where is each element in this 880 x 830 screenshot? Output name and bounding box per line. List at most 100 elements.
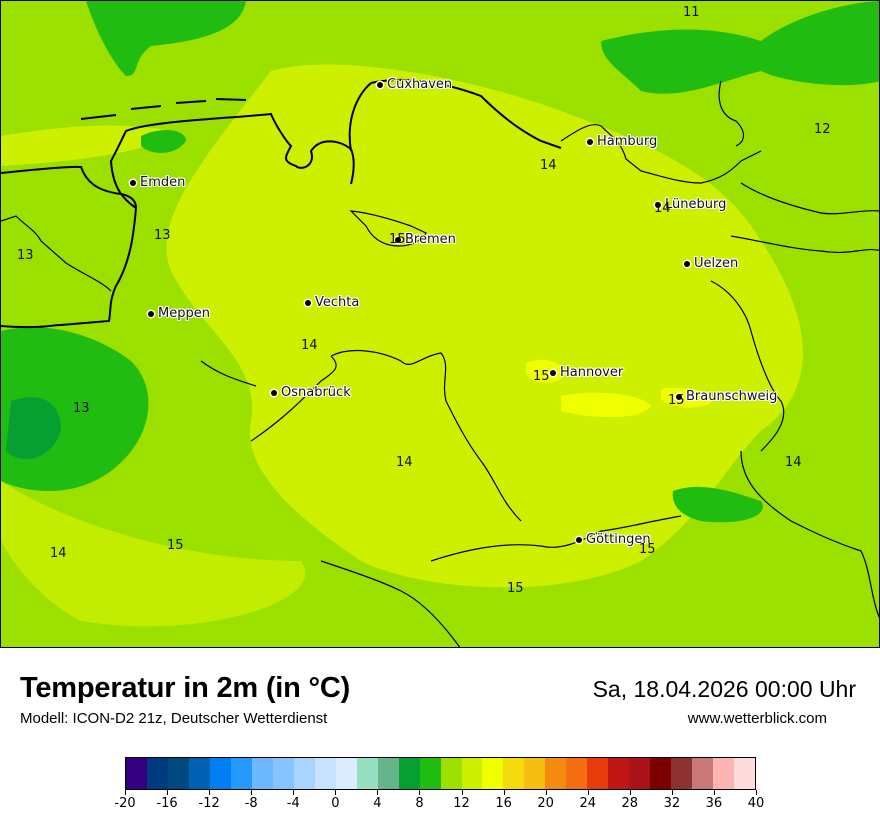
- legend-swatch: [608, 758, 630, 789]
- city-marker: Lüneburg: [655, 197, 726, 212]
- legend-swatch: [545, 758, 567, 789]
- city-marker: Cuxhaven: [377, 77, 452, 92]
- city-name: Braunschweig: [686, 389, 778, 404]
- website-link[interactable]: www.wetterblick.com: [687, 710, 827, 727]
- legend-tick-mark: [671, 790, 673, 795]
- legend-tick-label: -8: [244, 796, 258, 811]
- city-marker: Meppen: [148, 306, 210, 321]
- legend-swatch: [524, 758, 546, 789]
- legend-swatch: [419, 758, 441, 789]
- temperature-map: Cuxhaven Hamburg Emden Lüneburg Bremen Uelzen…: [0, 0, 880, 648]
- temperature-value: 13: [154, 228, 171, 243]
- legend-tick-label: -4: [286, 796, 300, 811]
- legend-swatch: [356, 758, 378, 789]
- model-source: Modell: ICON-D2 21z, Deutscher Wetterdie…: [20, 710, 328, 727]
- temperature-value: 14: [301, 338, 318, 353]
- city-name: Lüneburg: [665, 197, 727, 212]
- city-name: Vechta: [315, 295, 360, 310]
- temperature-value: 15: [389, 232, 406, 247]
- city-name: Hamburg: [597, 134, 658, 149]
- legend-tick-label: 36: [705, 796, 723, 811]
- city-name: Göttingen: [586, 532, 651, 547]
- legend-swatch: [566, 758, 588, 789]
- legend-swatch: [293, 758, 315, 789]
- city-name: Osnabrück: [281, 385, 351, 400]
- city-dot-icon: [676, 393, 682, 400]
- legend-swatch: [272, 758, 294, 789]
- legend-tick-label: 28: [621, 796, 639, 811]
- legend-tick-mark: [335, 790, 337, 795]
- legend-tick-mark: [461, 790, 463, 795]
- chart-title: Temperatur in 2m (in °C): [20, 672, 351, 704]
- legend-tick-mark: [377, 790, 379, 795]
- city-dot-icon: [550, 369, 556, 376]
- legend-tick-label: 16: [495, 796, 512, 811]
- legend-tick-mark: [713, 790, 715, 795]
- legend-tick-label: -16: [156, 796, 178, 811]
- city-dot-icon: [395, 236, 401, 243]
- legend-swatch: [126, 758, 147, 789]
- city-name: Cuxhaven: [387, 77, 453, 92]
- legend-tick-label: -20: [114, 796, 136, 811]
- legend-swatch: [230, 758, 252, 789]
- city-marker: Hannover: [550, 365, 623, 380]
- city-dot-icon: [587, 138, 593, 145]
- city-marker: Osnabrück: [271, 385, 351, 400]
- legend-tick-mark: [587, 790, 589, 795]
- legend-tick-mark: [503, 790, 505, 795]
- legend-tick-mark: [545, 790, 547, 795]
- legend-tick-label: 20: [537, 796, 554, 811]
- city-name: Uelzen: [694, 256, 739, 271]
- legend-swatch: [650, 758, 672, 789]
- temperature-value: 12: [814, 122, 831, 137]
- legend-swatch: [692, 758, 714, 789]
- temperature-value: 14: [540, 158, 557, 173]
- legend-swatch: [482, 758, 504, 789]
- city-dot-icon: [684, 260, 690, 267]
- city-marker: Vechta: [305, 295, 359, 310]
- city-dot-icon: [148, 310, 154, 317]
- legend-tick-label: 8: [415, 796, 424, 811]
- legend-tick-label: 40: [747, 796, 765, 811]
- legend-tick-label: 24: [579, 796, 596, 811]
- forecast-datetime: Sa, 18.04.2026 00:00 Uhr: [592, 676, 856, 702]
- color-legend-ticks: -20 -16 -12 -8 -4 0 4 8 12 16 20 24 28 32 36 40: [114, 790, 764, 820]
- legend-tick-label: 4: [373, 796, 382, 811]
- legend-swatch: [503, 758, 525, 789]
- legend-swatch: [188, 758, 210, 789]
- temperature-value: 15: [639, 542, 656, 557]
- temperature-value: 14: [50, 546, 67, 561]
- legend-tick-label: 12: [453, 796, 470, 811]
- city-marker: Bremen: [395, 232, 456, 247]
- temperature-value: 11: [683, 5, 700, 20]
- city-name: Meppen: [158, 306, 210, 321]
- legend-swatch: [671, 758, 693, 789]
- legend-swatch: [251, 758, 273, 789]
- legend-swatch: [587, 758, 609, 789]
- temperature-value: 15: [668, 393, 685, 408]
- temperature-value: 14: [654, 201, 671, 216]
- map-field-and-borders: [1, 1, 879, 647]
- city-dot-icon: [576, 536, 582, 543]
- temperature-value: 13: [73, 401, 90, 416]
- city-marker: Uelzen: [684, 256, 738, 271]
- legend-tick-label: 32: [663, 796, 681, 811]
- legend-tick-mark: [125, 790, 126, 795]
- city-dot-icon: [377, 81, 383, 88]
- city-dot-icon: [655, 201, 661, 208]
- legend-swatch: [734, 758, 756, 789]
- legend-tick-mark: [251, 790, 253, 795]
- temperature-value: 14: [785, 455, 802, 470]
- city-name: Emden: [140, 175, 186, 190]
- legend-tick-label: -12: [198, 796, 220, 811]
- legend-swatch: [440, 758, 462, 789]
- legend-swatch: [314, 758, 336, 789]
- legend-swatch: [377, 758, 399, 789]
- city-name: Hannover: [560, 365, 624, 380]
- city-dot-icon: [305, 299, 311, 306]
- city-marker: Hamburg: [587, 134, 657, 149]
- city-name: Bremen: [405, 232, 456, 247]
- legend-swatch: [398, 758, 420, 789]
- legend-tick-label: 0: [331, 796, 340, 811]
- legend-swatch: [461, 758, 483, 789]
